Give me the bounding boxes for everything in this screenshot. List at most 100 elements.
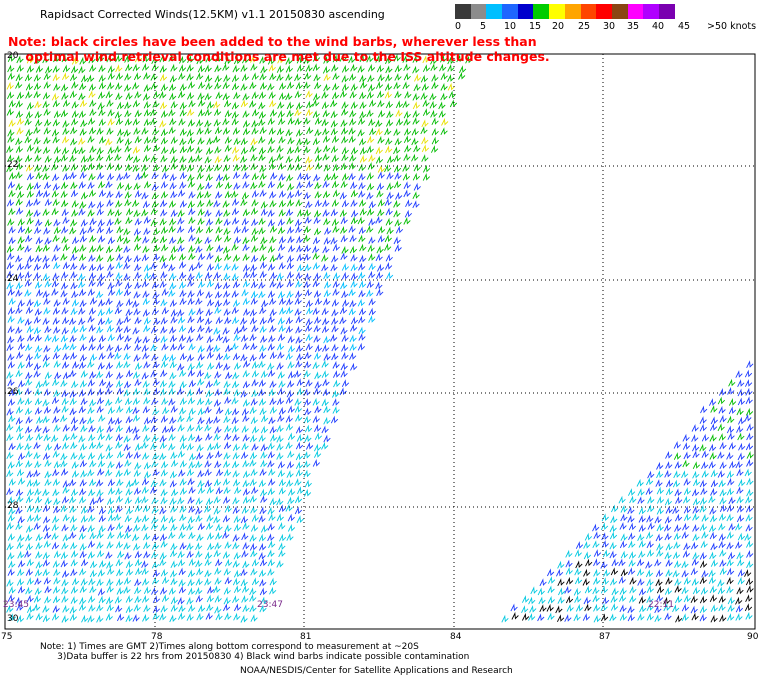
wind-barb: [34, 110, 42, 119]
wind-barb: [87, 117, 96, 125]
wind-barb: [692, 533, 700, 542]
wind-barb: [708, 495, 716, 504]
lat-tick-label: 24: [7, 274, 19, 284]
wind-barb: [627, 605, 635, 614]
wind-barb: [197, 92, 205, 100]
wind-barb: [592, 594, 600, 603]
wind-barb: [258, 281, 266, 289]
wind-barb: [249, 99, 257, 108]
wind-barb: [321, 398, 329, 407]
wind-barb: [33, 90, 41, 99]
wind-barb: [681, 560, 689, 569]
wind-barb: [278, 324, 286, 333]
wind-barb: [295, 271, 303, 280]
wind-barb: [312, 397, 320, 406]
wind-barb: [115, 396, 123, 405]
wind-barb: [285, 155, 293, 164]
wind-barb: [26, 55, 34, 64]
wind-barb: [116, 181, 125, 190]
wind-barb: [134, 504, 142, 513]
wind-barb: [134, 496, 143, 504]
wind-barb: [249, 587, 257, 596]
wind-barb: [7, 533, 16, 541]
wind-barb: [402, 163, 410, 172]
wind-barb: [692, 524, 700, 532]
wind-barb: [8, 171, 17, 180]
wind-barb: [195, 550, 203, 558]
wind-barb: [195, 297, 203, 306]
wind-barb: [718, 540, 726, 549]
wind-barb: [6, 244, 14, 253]
wind-barb: [96, 530, 104, 539]
wind-barb: [528, 596, 536, 605]
wind-barb: [44, 470, 52, 479]
wind-barb: [198, 98, 206, 107]
wind-barb: [114, 595, 122, 604]
wind-barb: [60, 559, 68, 568]
wind-barb: [187, 225, 196, 234]
wind-barb: [105, 90, 113, 99]
wind-barb: [313, 173, 321, 182]
wind-barb: [8, 236, 16, 245]
wind-barb: [53, 442, 62, 451]
wind-barb: [160, 83, 169, 92]
wind-barb: [204, 74, 213, 83]
wind-barb: [458, 65, 467, 74]
wind-barb: [35, 541, 43, 550]
wind-barb: [303, 244, 312, 253]
wind-barb: [26, 488, 35, 497]
wind-barb: [214, 281, 222, 290]
wind-barb: [115, 461, 124, 469]
wind-barb: [358, 333, 366, 341]
wind-barb: [114, 416, 123, 425]
wind-barb: [79, 333, 87, 342]
wind-barb: [105, 361, 114, 370]
wind-barb: [683, 477, 691, 486]
wind-barb: [350, 362, 358, 371]
wind-barb: [267, 558, 275, 567]
wind-barb: [267, 56, 276, 65]
wind-barb: [33, 603, 41, 612]
wind-barb: [413, 73, 422, 82]
wind-barb: [251, 378, 259, 387]
wind-barb: [70, 558, 78, 567]
wind-barb: [267, 290, 276, 298]
wind-barb: [232, 577, 241, 586]
wind-barb: [717, 396, 726, 405]
wind-barb: [241, 217, 249, 226]
wind-barb: [249, 144, 257, 153]
wind-barb: [357, 117, 366, 125]
wind-barb: [26, 209, 34, 217]
wind-barb: [96, 603, 104, 612]
wind-barb: [628, 540, 636, 549]
wind-barb: [42, 55, 50, 64]
wind-barb: [305, 379, 313, 387]
wind-barb: [241, 532, 249, 541]
wind-barb: [340, 234, 348, 243]
wind-barb: [195, 514, 203, 523]
wind-barb: [178, 324, 187, 333]
wind-barb: [188, 216, 196, 225]
wind-barb: [186, 335, 194, 343]
wind-barb: [205, 225, 214, 234]
wind-barb: [232, 126, 241, 135]
wind-barb: [242, 279, 251, 288]
wind-barb: [330, 127, 338, 136]
wind-barb: [78, 280, 86, 289]
wind-barb: [96, 279, 105, 287]
wind-barb: [125, 163, 133, 172]
wind-barb: [160, 496, 168, 505]
wind-barb: [43, 540, 51, 548]
wind-barb: [313, 352, 322, 360]
wind-barb: [80, 369, 88, 378]
wind-barb: [186, 91, 195, 100]
wind-barb: [683, 594, 691, 603]
wind-barb: [132, 397, 141, 405]
wind-barb: [69, 334, 77, 343]
wind-barb: [214, 74, 222, 83]
wind-barb: [250, 280, 259, 289]
wind-barb: [152, 407, 160, 415]
wind-barb: [737, 379, 745, 388]
lat-tick-label: 30: [7, 614, 19, 624]
wind-barb: [197, 344, 205, 353]
